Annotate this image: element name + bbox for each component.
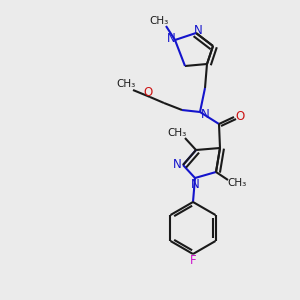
Text: N: N: [201, 107, 209, 121]
Text: CH₃: CH₃: [227, 178, 247, 188]
Text: O: O: [236, 110, 244, 124]
Text: CH₃: CH₃: [167, 128, 187, 138]
Text: N: N: [167, 32, 176, 46]
Text: CH₃: CH₃: [116, 79, 136, 89]
Text: F: F: [190, 254, 196, 268]
Text: O: O: [143, 86, 153, 100]
Text: CH₃: CH₃: [149, 16, 169, 26]
Text: N: N: [190, 178, 200, 190]
Text: N: N: [194, 25, 202, 38]
Text: N: N: [172, 158, 182, 172]
